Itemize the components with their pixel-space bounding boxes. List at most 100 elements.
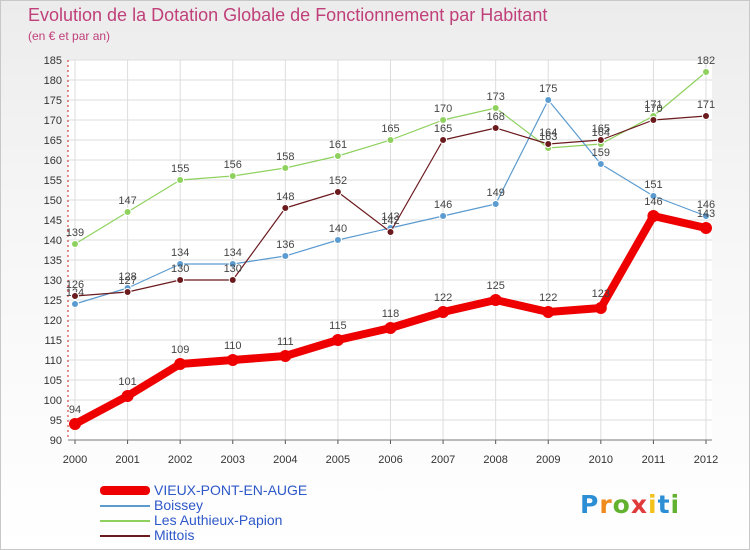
data-label: 170 <box>434 103 452 115</box>
data-point <box>71 300 79 308</box>
data-label: 146 <box>644 196 662 208</box>
data-point <box>121 390 134 402</box>
x-tick-label: 2010 <box>589 454 613 466</box>
y-tick-label: 115 <box>44 335 62 347</box>
data-point <box>176 260 185 268</box>
data-label: 111 <box>277 336 294 348</box>
data-point <box>702 112 710 120</box>
data-point <box>333 152 342 160</box>
y-tick-label: 125 <box>44 295 62 307</box>
data-point <box>596 136 605 144</box>
y-tick-label: 145 <box>44 215 62 227</box>
legend: VIEUX-PONT-EN-AUGE Boissey Les Authieux-… <box>100 482 360 543</box>
y-tick-label: 170 <box>44 115 62 127</box>
x-tick-label: 2012 <box>694 454 718 466</box>
data-label: 118 <box>382 308 400 320</box>
data-point <box>649 192 658 200</box>
x-tick-label: 2009 <box>536 454 560 466</box>
legend-label-les-authieux-papion: Les Authieux-Papion <box>154 512 283 528</box>
data-point <box>386 136 395 144</box>
legend-swatch-vieux-pont-en-auge <box>100 486 150 495</box>
data-point <box>228 260 237 268</box>
data-label: 165 <box>434 123 452 135</box>
data-point <box>226 354 239 366</box>
data-label: 155 <box>171 163 189 175</box>
data-label: 143 <box>381 211 399 223</box>
data-label: 101 <box>118 376 136 388</box>
data-point <box>489 294 502 306</box>
data-point <box>123 208 132 216</box>
x-tick-label: 2011 <box>642 454 666 466</box>
data-label: 123 <box>592 288 610 300</box>
data-point <box>333 188 342 196</box>
data-label: 158 <box>276 151 294 163</box>
y-tick-label: 180 <box>44 75 62 87</box>
data-point <box>174 358 187 370</box>
legend-item-les-authieux-papion: Les Authieux-Papion <box>100 512 360 528</box>
data-point <box>596 160 605 168</box>
data-point <box>544 96 553 104</box>
legend-swatch-boissey <box>100 505 150 507</box>
y-tick-label: 150 <box>44 195 62 207</box>
data-label: 156 <box>224 159 242 171</box>
data-point <box>281 204 290 212</box>
data-point <box>439 136 448 144</box>
data-point <box>491 200 500 208</box>
y-tick-label: 130 <box>44 275 62 287</box>
legend-label-boissey: Boissey <box>154 497 204 513</box>
data-point <box>71 292 79 300</box>
data-label: 170 <box>644 103 662 115</box>
logo-letter: t <box>657 490 671 519</box>
data-label: 140 <box>329 223 347 235</box>
data-label: 149 <box>486 187 504 199</box>
data-label: 126 <box>66 279 84 291</box>
logo-letter: i <box>648 490 658 519</box>
data-label: 139 <box>66 227 84 239</box>
data-point <box>700 222 712 234</box>
y-tick-label: 110 <box>44 355 62 367</box>
legend-item-mittois: Mittois <box>100 527 360 543</box>
data-point <box>176 276 185 284</box>
y-tick-label: 120 <box>44 315 62 327</box>
data-label: 109 <box>171 344 189 356</box>
chart-subtitle: (en € et par an) <box>28 29 111 43</box>
data-label: 130 <box>171 263 189 275</box>
data-point <box>176 176 185 184</box>
data-label: 122 <box>539 292 557 304</box>
logo-letter: x <box>630 490 648 519</box>
data-point <box>491 104 500 112</box>
y-tick-label: 140 <box>44 235 62 247</box>
data-label: 182 <box>697 55 715 67</box>
legend-label-mittois: Mittois <box>154 527 195 543</box>
data-label: 146 <box>697 199 715 211</box>
data-label: 147 <box>118 195 136 207</box>
x-tick-label: 2005 <box>326 454 350 466</box>
data-point <box>281 164 290 172</box>
data-label: 168 <box>486 111 504 123</box>
data-label: 171 <box>697 99 715 111</box>
x-tick-label: 2002 <box>168 454 192 466</box>
data-point <box>384 322 397 334</box>
logo-letter: P <box>580 490 600 519</box>
x-tick-label: 2001 <box>115 454 139 466</box>
proxiti-logo: Proxiti <box>580 490 680 519</box>
data-label: 163 <box>539 131 557 143</box>
x-tick-label: 2000 <box>63 454 87 466</box>
data-label: 134 <box>224 247 242 259</box>
data-point <box>594 302 607 314</box>
data-label: 122 <box>434 292 452 304</box>
y-tick-label: 155 <box>44 175 62 187</box>
data-label: 171 <box>644 99 662 111</box>
data-point <box>702 212 710 220</box>
y-tick-label: 185 <box>44 55 62 67</box>
data-label: 94 <box>69 404 81 416</box>
logo-letter: o <box>612 490 631 519</box>
data-point <box>702 68 710 76</box>
y-tick-label: 100 <box>44 395 62 407</box>
data-label: 110 <box>224 340 242 352</box>
data-point <box>279 350 292 362</box>
data-point <box>544 140 553 148</box>
legend-label-vieux-pont-en-auge: VIEUX-PONT-EN-AUGE <box>154 482 308 498</box>
data-label: 142 <box>381 215 399 227</box>
data-point <box>228 172 237 180</box>
